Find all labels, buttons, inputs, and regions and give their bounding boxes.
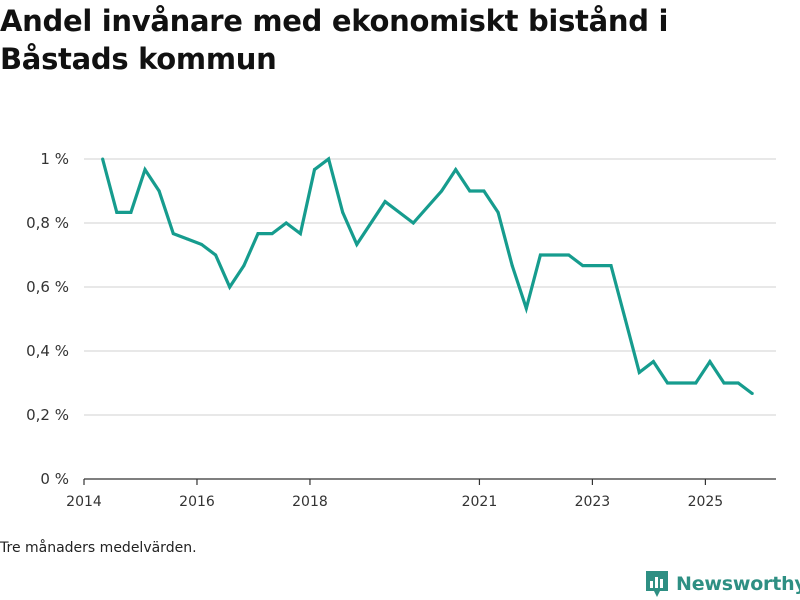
x-tick-label-0: 2014: [66, 494, 102, 510]
data-point-8: [214, 253, 218, 257]
y-tick-label-0: 0 %: [40, 470, 69, 488]
data-point-38: [680, 381, 684, 385]
data-point-20: [411, 221, 415, 225]
data-point-34: [623, 317, 627, 321]
data-point-0: [101, 157, 105, 161]
data-point-29: [553, 253, 557, 257]
x-tick-label-1: 2016: [179, 494, 215, 510]
data-point-23: [468, 189, 472, 193]
brand-logo[interactable]: Newsworthy: [644, 568, 800, 600]
data-point-42: [736, 381, 740, 385]
series-line-0: [101, 156, 754, 395]
data-point-4: [157, 189, 161, 193]
data-point-31: [581, 264, 585, 268]
data-point-12: [270, 232, 274, 236]
y-tick-label-4: 0,8 %: [26, 214, 69, 232]
data-point-30: [567, 253, 571, 257]
data-point-25: [496, 210, 500, 214]
series-layer: [101, 156, 754, 396]
data-point-19: [383, 200, 387, 204]
x-tick-label-2: 2018: [292, 494, 328, 510]
data-point-39: [694, 381, 698, 385]
data-point-26: [510, 264, 514, 268]
data-point-13: [284, 221, 288, 225]
data-point-33: [609, 264, 613, 268]
data-point-18: [355, 242, 359, 246]
data-point-14: [298, 232, 302, 236]
data-point-22: [454, 168, 458, 172]
y-tick-label-3: 0,6 %: [26, 278, 69, 296]
data-point-11: [256, 232, 260, 236]
data-point-43: [750, 392, 754, 396]
chart-title: Andel invånare med ekonomiskt bistånd i …: [0, 4, 669, 76]
data-point-16: [327, 157, 331, 161]
data-point-24: [482, 189, 486, 193]
x-axis: [83, 478, 776, 485]
data-point-21: [440, 189, 444, 193]
y-tick-label-1: 0,2 %: [26, 406, 69, 424]
data-point-5: [171, 232, 175, 236]
chart-note: Tre månaders medelvärden.: [0, 540, 197, 556]
data-point-3: [143, 168, 147, 172]
data-point-40: [708, 360, 712, 364]
data-point-32: [595, 264, 599, 268]
x-tick-label-4: 2023: [575, 494, 611, 510]
x-tick-label-3: 2021: [462, 494, 498, 510]
data-point-36: [651, 360, 655, 364]
y-tick-label-2: 0,4 %: [26, 342, 69, 360]
x-axis-tick-labels: 2014 2016 2018 2021 2023 2025: [66, 494, 723, 510]
brand-name: Newsworthy: [676, 573, 800, 595]
data-point-28: [538, 253, 542, 257]
data-point-27: [524, 306, 528, 310]
gridlines: [84, 158, 776, 416]
data-point-2: [129, 210, 133, 214]
data-point-17: [341, 210, 345, 214]
data-point-37: [666, 381, 670, 385]
data-point-1: [115, 210, 119, 214]
data-point-35: [637, 370, 641, 374]
data-point-41: [722, 381, 726, 385]
x-tick-label-5: 2025: [688, 494, 724, 510]
data-point-15: [312, 168, 316, 172]
data-point-7: [199, 242, 203, 246]
y-axis-tick-labels: 0 % 0,2 % 0,4 % 0,6 % 0,8 % 1 %: [26, 150, 69, 488]
y-tick-label-5: 1 %: [40, 150, 69, 168]
data-point-6: [185, 237, 189, 241]
data-point-10: [242, 264, 246, 268]
data-point-9: [228, 285, 232, 289]
newsworthy-logo-icon: [646, 571, 668, 597]
